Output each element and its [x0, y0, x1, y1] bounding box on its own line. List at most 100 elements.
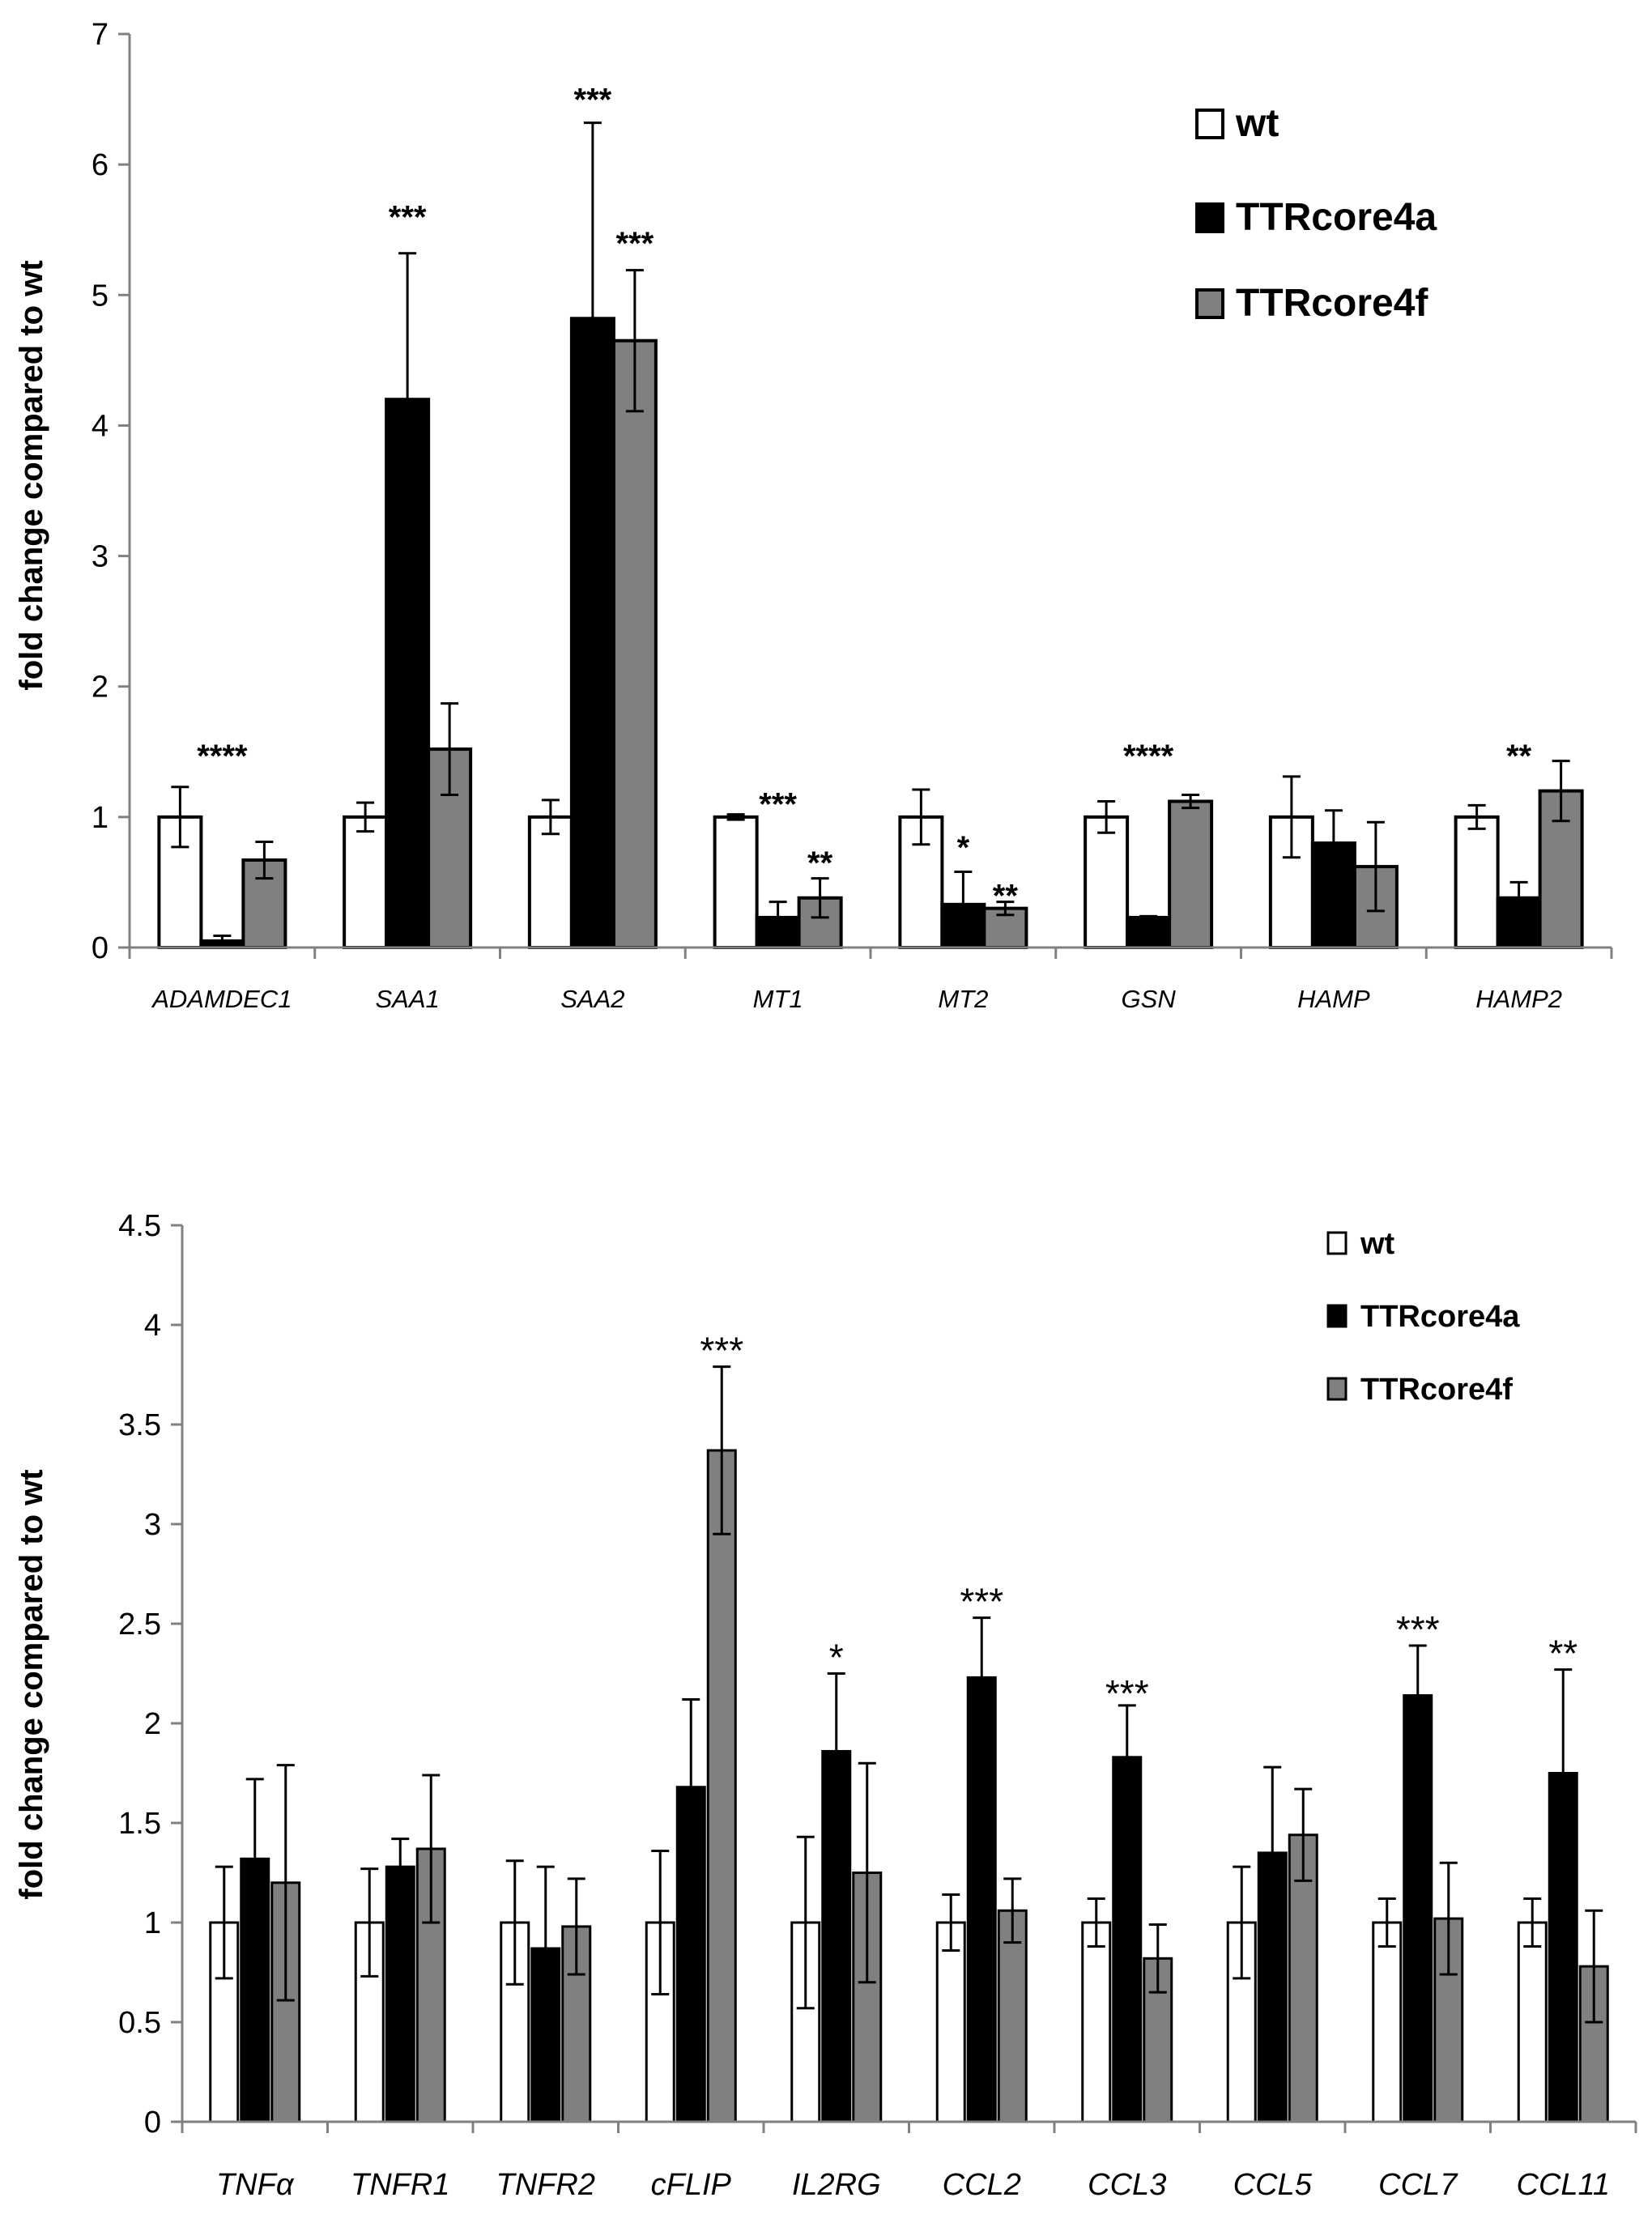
significance-marker: ****: [197, 739, 248, 774]
chart-b: fold change compared to wt 0 0.5 1 1.5 2 2.5 3…: [14, 1209, 1637, 2202]
y-tick-label: 2.5: [118, 1608, 161, 1642]
error-bar-ccl5-ttrcore4a: [1263, 1765, 1282, 1940]
chart-a-error-bars: [171, 121, 1570, 948]
error-bar-ccl3-ttrcore4a: [1118, 1704, 1136, 1811]
category-label-mt2: MT2: [938, 985, 988, 1013]
y-tick-label: 3: [144, 1508, 161, 1542]
error-bar-ccl11-ttrcore4a: [1554, 1668, 1573, 1878]
error-bar-ccl2-ttrcore4f: [1003, 1877, 1022, 1944]
y-tick-label: 7: [92, 18, 109, 52]
error-bar-adamdec1-ttrcore4a: [213, 934, 232, 948]
legend-a-label-wt: wt: [1235, 102, 1279, 145]
y-tick-label: 0: [144, 2106, 161, 2140]
bar-ccl7-wt: [1372, 1921, 1403, 2123]
error-bar-ccl2-ttrcore4a: [973, 1616, 991, 1739]
y-tick-label: 4.5: [118, 1209, 161, 1243]
bar-tnfr1-ttrcore4a: [385, 1865, 415, 2123]
bar-ccl2-wt: [935, 1921, 966, 2123]
error-bar-mt1-ttrcore4f: [811, 877, 829, 919]
significance-marker: ****: [1123, 739, 1174, 774]
error-bar-tnfr1-ttrcore4a: [391, 1838, 410, 1897]
significance-marker: **: [1548, 1633, 1577, 1675]
legend-a-swatch-wt: [1195, 109, 1224, 139]
error-bar-ccl5-wt: [1233, 1865, 1251, 1980]
significance-marker: *: [829, 1637, 844, 1679]
y-tick-label: 3.5: [118, 1408, 161, 1442]
error-bar-saa2-ttrcore4a: [583, 121, 602, 516]
error-bar-saa2-wt: [541, 798, 560, 836]
error-bar-tnf--wt: [215, 1865, 233, 1980]
bar-saa1-wt: [343, 815, 389, 949]
chart-b-ylabel: fold change compared to wt: [14, 1469, 49, 1899]
y-tick-label: 1: [144, 1906, 161, 1940]
error-bar-saa1-wt: [356, 801, 375, 833]
chart-a-bars: [157, 317, 1584, 950]
y-tick-label: 4: [144, 1309, 161, 1343]
significance-marker: **: [993, 878, 1019, 913]
chart-a-y-ticks: 0 1 2 3 4 5 6 7: [92, 18, 130, 965]
error-bar-saa1-ttrcore4f: [441, 702, 459, 796]
chart-b-legend: wt TTRcore4a TTRcore4f: [1326, 1227, 1520, 1407]
category-label-saa2: SAA2: [560, 985, 624, 1013]
error-bar-tnfr2-ttrcore4a: [536, 1865, 555, 2032]
error-bar-gsn-wt: [1097, 800, 1116, 834]
category-label-ccl5: CCL5: [1233, 2168, 1313, 2202]
category-label-tnf-: TNFα: [216, 2168, 295, 2202]
error-bar-mt2-ttrcore4a: [954, 871, 973, 939]
chart-b-y-ticks: 0 0.5 1 1.5 2 2.5 3 3.5 4 4.5: [118, 1209, 182, 2140]
error-bar-il2rg-ttrcore4a: [827, 1672, 845, 1830]
error-bar-cflip-wt: [651, 1849, 670, 1996]
error-bar-mt2-wt: [912, 788, 930, 846]
legend-b-label-ttrcore4f: TTRcore4f: [1360, 1373, 1513, 1407]
bar-saa2-wt: [527, 815, 573, 949]
category-label-tnfr1: TNFR1: [351, 2168, 449, 2202]
error-bar-ccl7-ttrcore4f: [1439, 1861, 1458, 1976]
bar-ccl7-ttrcore4a: [1403, 1694, 1433, 2123]
chart-b-significance: ***************: [700, 1330, 1577, 1714]
chart-b-bars: [209, 1449, 1609, 2123]
error-bar-ccl2-wt: [942, 1893, 960, 1952]
significance-marker: ***: [616, 226, 654, 262]
chart-b-error-bars: [215, 1365, 1603, 2032]
bar-ccl3-wt: [1081, 1921, 1112, 2123]
category-label-hamp2: HAMP2: [1475, 985, 1562, 1013]
chart-a-category-labels: ADAMDEC1 SAA1 SAA2 MT1 MT2 GSN HAMP HAMP2: [151, 985, 1562, 1013]
y-tick-label: 0: [92, 931, 109, 965]
y-tick-label: 3: [92, 540, 109, 574]
category-label-adamdec1: ADAMDEC1: [151, 985, 292, 1013]
error-bar-saa1-ttrcore4a: [398, 252, 417, 547]
category-label-il2rg: IL2RG: [792, 2168, 881, 2202]
category-label-cflip: cFLIP: [651, 2168, 732, 2202]
error-bar-adamdec1-ttrcore4f: [255, 840, 274, 880]
error-bar-ccl3-ttrcore4f: [1148, 1923, 1167, 1994]
error-bar-cflip-ttrcore4f: [713, 1365, 731, 1535]
y-tick-label: 2: [92, 671, 109, 705]
bar-ccl2-ttrcore4a: [966, 1676, 997, 2123]
error-bar-hamp2-ttrcore4f: [1552, 760, 1570, 823]
error-bar-tnf--ttrcore4a: [245, 1778, 264, 1940]
significance-marker: **: [807, 845, 833, 881]
error-bar-il2rg-wt: [796, 1835, 815, 2010]
chart-a-axes: [128, 34, 1613, 959]
error-bar-tnfr1-wt: [360, 1867, 379, 1978]
error-bar-hamp-ttrcore4f: [1366, 820, 1385, 913]
bar-gsn-ttrcore4a: [1126, 915, 1172, 949]
legend-a-label-ttrcore4a: TTRcore4a: [1236, 196, 1437, 239]
y-tick-label: 6: [92, 148, 109, 182]
category-label-gsn: GSN: [1122, 985, 1177, 1013]
significance-marker: ***: [389, 200, 427, 236]
error-bar-tnfr1-ttrcore4f: [422, 1774, 441, 1924]
significance-marker: ***: [759, 787, 797, 823]
bar-cflip-ttrcore4f: [706, 1449, 737, 2123]
bar-saa2-ttrcore4f: [611, 339, 658, 949]
legend-a-swatch-ttrcore4f: [1195, 288, 1224, 319]
significance-marker: *: [957, 830, 970, 866]
error-bar-ccl11-wt: [1523, 1897, 1542, 1948]
significance-marker: ***: [1396, 1608, 1440, 1650]
bar-hamp2-wt: [1454, 815, 1500, 949]
legend-a-label-ttrcore4f: TTRcore4f: [1236, 282, 1428, 325]
category-label-saa1: SAA1: [375, 985, 439, 1013]
legend-b-label-wt: wt: [1360, 1227, 1395, 1261]
category-label-ccl11: CCL11: [1517, 2168, 1610, 2202]
